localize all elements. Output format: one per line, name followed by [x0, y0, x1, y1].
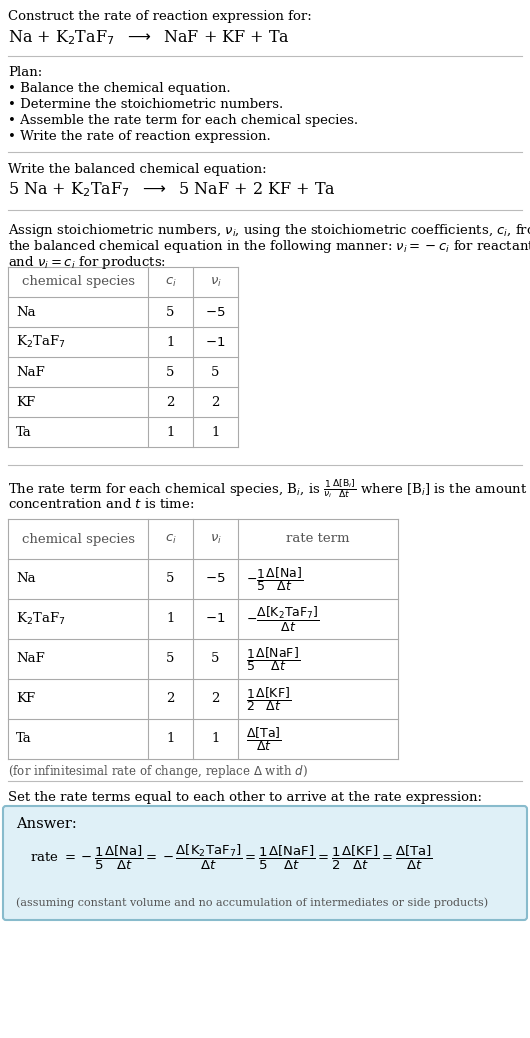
Text: • Assemble the rate term for each chemical species.: • Assemble the rate term for each chemic… [8, 114, 358, 127]
Text: the balanced chemical equation in the following manner: $\nu_i = -c_i$ for react: the balanced chemical equation in the fo… [8, 238, 530, 255]
Text: chemical species: chemical species [22, 532, 135, 546]
Text: NaF: NaF [16, 365, 45, 379]
Text: and $\nu_i = c_i$ for products:: and $\nu_i = c_i$ for products: [8, 254, 166, 271]
Text: 1: 1 [166, 335, 175, 349]
Text: 5: 5 [166, 305, 175, 319]
Text: Set the rate terms equal to each other to arrive at the rate expression:: Set the rate terms equal to each other t… [8, 791, 482, 804]
Text: Construct the rate of reaction expression for:: Construct the rate of reaction expressio… [8, 10, 312, 23]
Text: K$_2$TaF$_7$: K$_2$TaF$_7$ [16, 334, 65, 350]
Text: 1: 1 [211, 733, 220, 745]
Text: 5: 5 [166, 573, 175, 585]
Text: rate $= -\dfrac{1}{5}\dfrac{\Delta[\mathrm{Na}]}{\Delta t} = -\dfrac{\Delta[\mat: rate $= -\dfrac{1}{5}\dfrac{\Delta[\math… [30, 843, 433, 872]
Text: chemical species: chemical species [22, 275, 135, 289]
Text: 1: 1 [166, 426, 175, 438]
Text: Answer:: Answer: [16, 817, 77, 831]
Text: $c_i$: $c_i$ [165, 532, 176, 546]
Text: • Write the rate of reaction expression.: • Write the rate of reaction expression. [8, 130, 271, 143]
Text: KF: KF [16, 692, 35, 706]
Text: Write the balanced chemical equation:: Write the balanced chemical equation: [8, 163, 267, 176]
Text: $\dfrac{\Delta[\mathrm{Ta}]}{\Delta t}$: $\dfrac{\Delta[\mathrm{Ta}]}{\Delta t}$ [246, 726, 281, 753]
Text: Na: Na [16, 305, 36, 319]
Text: K$_2$TaF$_7$: K$_2$TaF$_7$ [16, 611, 65, 627]
Text: concentration and $t$ is time:: concentration and $t$ is time: [8, 497, 195, 511]
Text: The rate term for each chemical species, B$_i$, is $\frac{1}{\nu_i}\frac{\Delta[: The rate term for each chemical species,… [8, 477, 527, 500]
Text: $\nu_i$: $\nu_i$ [209, 532, 222, 546]
Text: $-1$: $-1$ [205, 335, 226, 349]
Text: Plan:: Plan: [8, 66, 42, 79]
Text: $\dfrac{1}{2}\dfrac{\Delta[\mathrm{KF}]}{\Delta t}$: $\dfrac{1}{2}\dfrac{\Delta[\mathrm{KF}]}… [246, 685, 291, 713]
Text: 1: 1 [166, 733, 175, 745]
Text: 1: 1 [166, 612, 175, 626]
Text: 2: 2 [166, 692, 175, 706]
Text: $-5$: $-5$ [205, 305, 226, 319]
Text: $-5$: $-5$ [205, 573, 226, 585]
Text: NaF: NaF [16, 653, 45, 665]
Text: Na + K$_2$TaF$_7$  $\longrightarrow$  NaF + KF + Ta: Na + K$_2$TaF$_7$ $\longrightarrow$ NaF … [8, 28, 290, 47]
Text: $-1$: $-1$ [205, 612, 226, 626]
Text: 5: 5 [166, 653, 175, 665]
Text: • Determine the stoichiometric numbers.: • Determine the stoichiometric numbers. [8, 98, 283, 111]
Text: Ta: Ta [16, 733, 32, 745]
Text: KF: KF [16, 395, 35, 409]
Text: 5 Na + K$_2$TaF$_7$  $\longrightarrow$  5 NaF + 2 KF + Ta: 5 Na + K$_2$TaF$_7$ $\longrightarrow$ 5 … [8, 180, 335, 198]
Text: $-\dfrac{1}{5}\dfrac{\Delta[\mathrm{Na}]}{\Delta t}$: $-\dfrac{1}{5}\dfrac{\Delta[\mathrm{Na}]… [246, 565, 303, 593]
Text: (for infinitesimal rate of change, replace $\Delta$ with $d$): (for infinitesimal rate of change, repla… [8, 763, 308, 780]
Text: Assign stoichiometric numbers, $\nu_i$, using the stoichiometric coefficients, $: Assign stoichiometric numbers, $\nu_i$, … [8, 222, 530, 239]
Text: $c_i$: $c_i$ [165, 275, 176, 289]
Text: (assuming constant volume and no accumulation of intermediates or side products): (assuming constant volume and no accumul… [16, 897, 488, 907]
Text: $\dfrac{1}{5}\dfrac{\Delta[\mathrm{NaF}]}{\Delta t}$: $\dfrac{1}{5}\dfrac{\Delta[\mathrm{NaF}]… [246, 645, 300, 673]
Text: 2: 2 [166, 395, 175, 409]
Text: 5: 5 [166, 365, 175, 379]
Text: $\nu_i$: $\nu_i$ [209, 275, 222, 289]
Text: Ta: Ta [16, 426, 32, 438]
Text: 2: 2 [211, 395, 220, 409]
Text: • Balance the chemical equation.: • Balance the chemical equation. [8, 82, 231, 95]
FancyBboxPatch shape [3, 805, 527, 920]
Text: 5: 5 [211, 653, 220, 665]
Text: 5: 5 [211, 365, 220, 379]
Text: $-\dfrac{\Delta[\mathrm{K_2TaF_7}]}{\Delta t}$: $-\dfrac{\Delta[\mathrm{K_2TaF_7}]}{\Del… [246, 604, 320, 633]
Text: 2: 2 [211, 692, 220, 706]
Text: Na: Na [16, 573, 36, 585]
Text: rate term: rate term [286, 532, 350, 546]
Text: 1: 1 [211, 426, 220, 438]
